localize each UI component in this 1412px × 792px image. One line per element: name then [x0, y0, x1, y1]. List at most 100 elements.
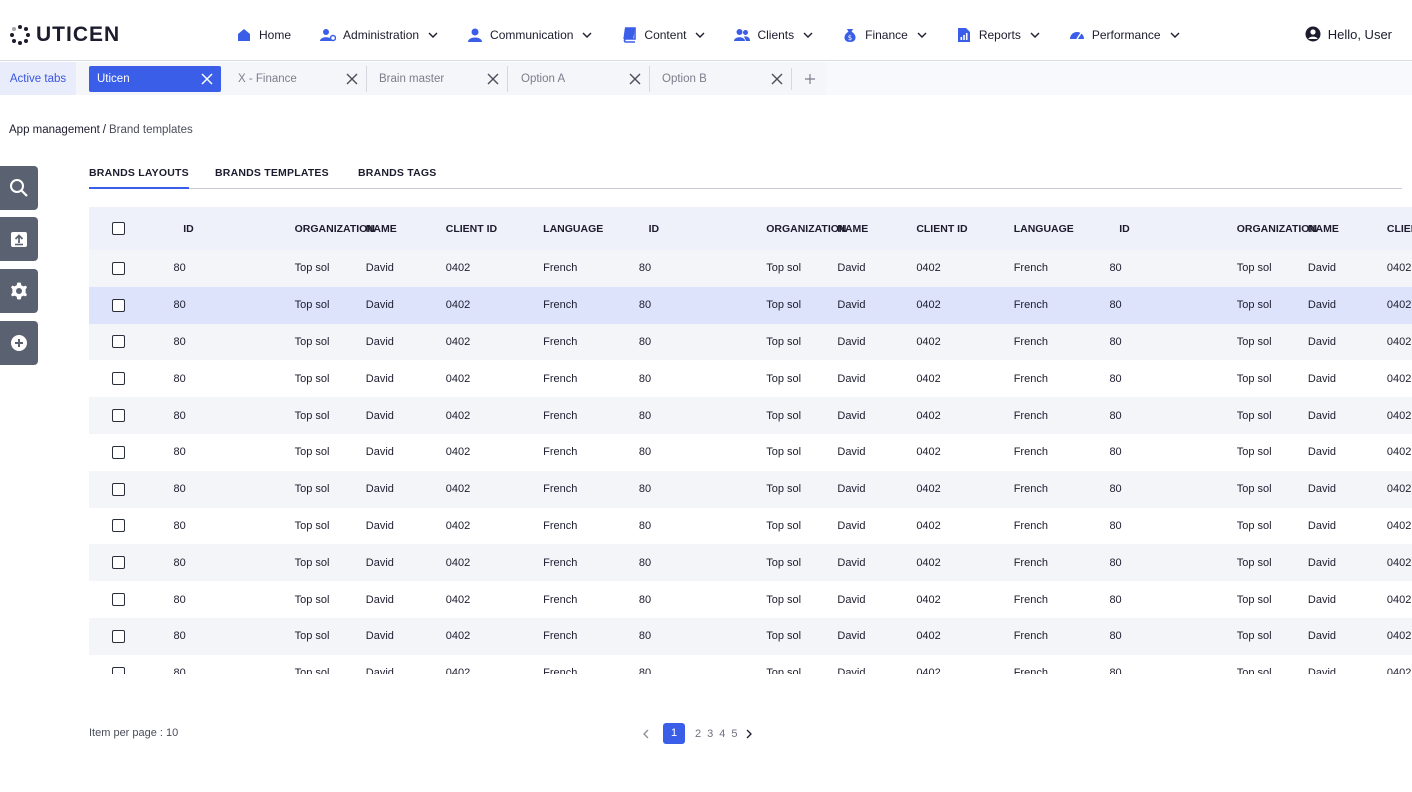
- tab-option-b[interactable]: Option B: [654, 66, 791, 92]
- user-greeting: Hello, User: [1327, 26, 1392, 42]
- nav-performance[interactable]: Performance: [1069, 24, 1180, 46]
- table-row[interactable]: 80 Top sol David 0402 French 80 Top sol David 04…: [89, 617, 1412, 655]
- column-header[interactable]: ORGANIZATION: [1178, 207, 1317, 250]
- table-cell: 80: [148, 286, 237, 324]
- page-1-button[interactable]: 1: [663, 723, 685, 744]
- table-cell: French: [1013, 667, 1048, 674]
- table-cell: David: [837, 446, 866, 459]
- nav-content[interactable]: Content: [621, 24, 705, 46]
- breadcrumb-root[interactable]: App management: [9, 124, 100, 136]
- row-checkbox[interactable]: [112, 482, 126, 496]
- close-icon[interactable]: [629, 73, 641, 85]
- settings-tool-button[interactable]: [0, 269, 38, 313]
- table-row[interactable]: 80 Top sol David 0402 French 80 Top sol David 04…: [89, 360, 1412, 397]
- table-cell: 0402: [445, 544, 544, 582]
- table-row[interactable]: 80 Top sol David 0402 French 80 Top sol David 04…: [89, 544, 1412, 582]
- column-header[interactable]: LANGUAGE: [1013, 207, 1085, 250]
- table-cell: Top sol: [1236, 667, 1272, 674]
- tab-brands-tags[interactable]: BRANDS TAGS: [358, 167, 437, 179]
- tab-label: Brain master: [379, 73, 445, 85]
- column-header[interactable]: CLIENT ID: [445, 207, 544, 250]
- table-cell: David: [365, 667, 394, 674]
- table-cell: Top sol: [766, 593, 802, 606]
- table-row[interactable]: 80 Top sol David 0402 French 80 Top sol David 04…: [89, 470, 1412, 508]
- close-icon[interactable]: [201, 73, 213, 85]
- row-checkbox[interactable]: [112, 593, 126, 607]
- row-checkbox[interactable]: [112, 335, 126, 349]
- row-select-cell: [89, 617, 149, 655]
- table-row[interactable]: 80 Top sol David 0402 French 80 Top sol David 04…: [89, 286, 1412, 324]
- upload-tool-button[interactable]: [0, 217, 38, 261]
- brands-table-container[interactable]: ID ORGANIZATION NAME CLIENT ID LANGUAGE ID ORG…: [89, 207, 1412, 674]
- chevron-down-icon: [1170, 32, 1180, 38]
- close-icon[interactable]: [346, 73, 358, 85]
- column-header[interactable]: NAME: [365, 207, 446, 250]
- column-header[interactable]: ORGANIZATION: [708, 207, 847, 250]
- close-icon[interactable]: [487, 73, 499, 85]
- column-header[interactable]: LANGUAGE: [543, 207, 614, 250]
- table-cell: David: [1307, 446, 1337, 459]
- tab-x-finance[interactable]: X - Finance: [230, 66, 367, 92]
- column-header[interactable]: CLIENT ID: [916, 207, 1014, 250]
- nav-finance[interactable]: $ Finance: [842, 24, 927, 46]
- row-checkbox[interactable]: [112, 261, 126, 275]
- tab-option-a[interactable]: Option A: [513, 66, 650, 92]
- nav-administration[interactable]: Administration: [320, 24, 438, 46]
- row-checkbox[interactable]: [112, 409, 126, 423]
- row-checkbox[interactable]: [112, 629, 126, 643]
- search-tool-button[interactable]: [0, 166, 38, 210]
- column-header[interactable]: ID: [1084, 207, 1179, 250]
- page-4-button[interactable]: 4: [719, 727, 726, 740]
- column-header[interactable]: ID: [613, 207, 709, 250]
- column-header[interactable]: NAME: [1307, 207, 1387, 250]
- column-header[interactable]: ORGANIZATION: [236, 207, 375, 250]
- add-tab-button[interactable]: [800, 66, 820, 92]
- row-select-cell: [89, 544, 149, 582]
- table-row[interactable]: 80 Top sol David 0402 French 80 Top sol David 04…: [89, 581, 1412, 618]
- row-checkbox[interactable]: [112, 666, 126, 674]
- column-header[interactable]: NAME: [837, 207, 917, 250]
- column-header[interactable]: ID: [148, 207, 237, 250]
- table-cell: David: [1307, 470, 1387, 508]
- table-row[interactable]: 80 Top sol David 0402 French 80 Top sol David 04…: [89, 397, 1412, 434]
- tab-brain-master[interactable]: Brain master: [371, 66, 508, 92]
- page-5-button[interactable]: 5: [731, 727, 738, 740]
- table-cell: Top sol: [236, 323, 366, 361]
- table-row[interactable]: 80 Top sol David 0402 French 80 Top sol David 04…: [89, 655, 1412, 674]
- row-checkbox[interactable]: [112, 556, 126, 570]
- add-tool-button[interactable]: [0, 321, 38, 365]
- nav-clients[interactable]: Clients: [734, 24, 813, 46]
- table-row[interactable]: 80 Top sol David 0402 French 80 Top sol David 04…: [89, 434, 1412, 471]
- row-select-cell: [89, 250, 149, 287]
- table-cell: David: [1307, 544, 1387, 582]
- select-all-checkbox[interactable]: [112, 222, 126, 235]
- row-checkbox[interactable]: [112, 298, 126, 312]
- row-checkbox[interactable]: [112, 519, 126, 533]
- nav-reports-label: Reports: [978, 28, 1021, 42]
- table-cell: Top sol: [294, 519, 330, 532]
- next-page-button[interactable]: [741, 724, 757, 744]
- page-2-button[interactable]: 2: [695, 727, 702, 740]
- items-per-page[interactable]: Item per page : 10: [89, 727, 179, 739]
- tab-brands-layouts[interactable]: BRANDS LAYOUTS: [89, 167, 189, 189]
- nav-communication[interactable]: Communication: [467, 24, 592, 46]
- nav-reports[interactable]: Reports: [956, 24, 1040, 46]
- nav-home[interactable]: Home: [236, 24, 291, 46]
- tab-uticen[interactable]: Uticen: [89, 66, 221, 92]
- table-cell: French: [543, 372, 578, 385]
- logo[interactable]: UTICEN: [10, 23, 120, 47]
- column-header[interactable]: CLIENT ID: [1386, 207, 1412, 250]
- user-menu[interactable]: Hello, User: [1305, 26, 1392, 42]
- row-checkbox[interactable]: [112, 372, 126, 386]
- tab-brands-templates[interactable]: BRANDS TEMPLATES: [215, 167, 329, 179]
- table-cell: 0402: [916, 617, 1014, 655]
- close-icon[interactable]: [771, 73, 783, 85]
- page-3-button[interactable]: 3: [707, 727, 714, 740]
- table-cell: French: [1013, 397, 1085, 434]
- table-row[interactable]: 80 Top sol David 0402 French 80 Top sol David 04…: [89, 508, 1412, 545]
- table-row[interactable]: 80 Top sol David 0402 French 80 Top sol David 04…: [89, 323, 1412, 361]
- table-cell: David: [1307, 372, 1337, 385]
- row-checkbox[interactable]: [112, 445, 126, 459]
- table-row[interactable]: 80 Top sol David 0402 French 80 Top sol David 04…: [89, 250, 1412, 287]
- prev-page-button[interactable]: [638, 724, 654, 744]
